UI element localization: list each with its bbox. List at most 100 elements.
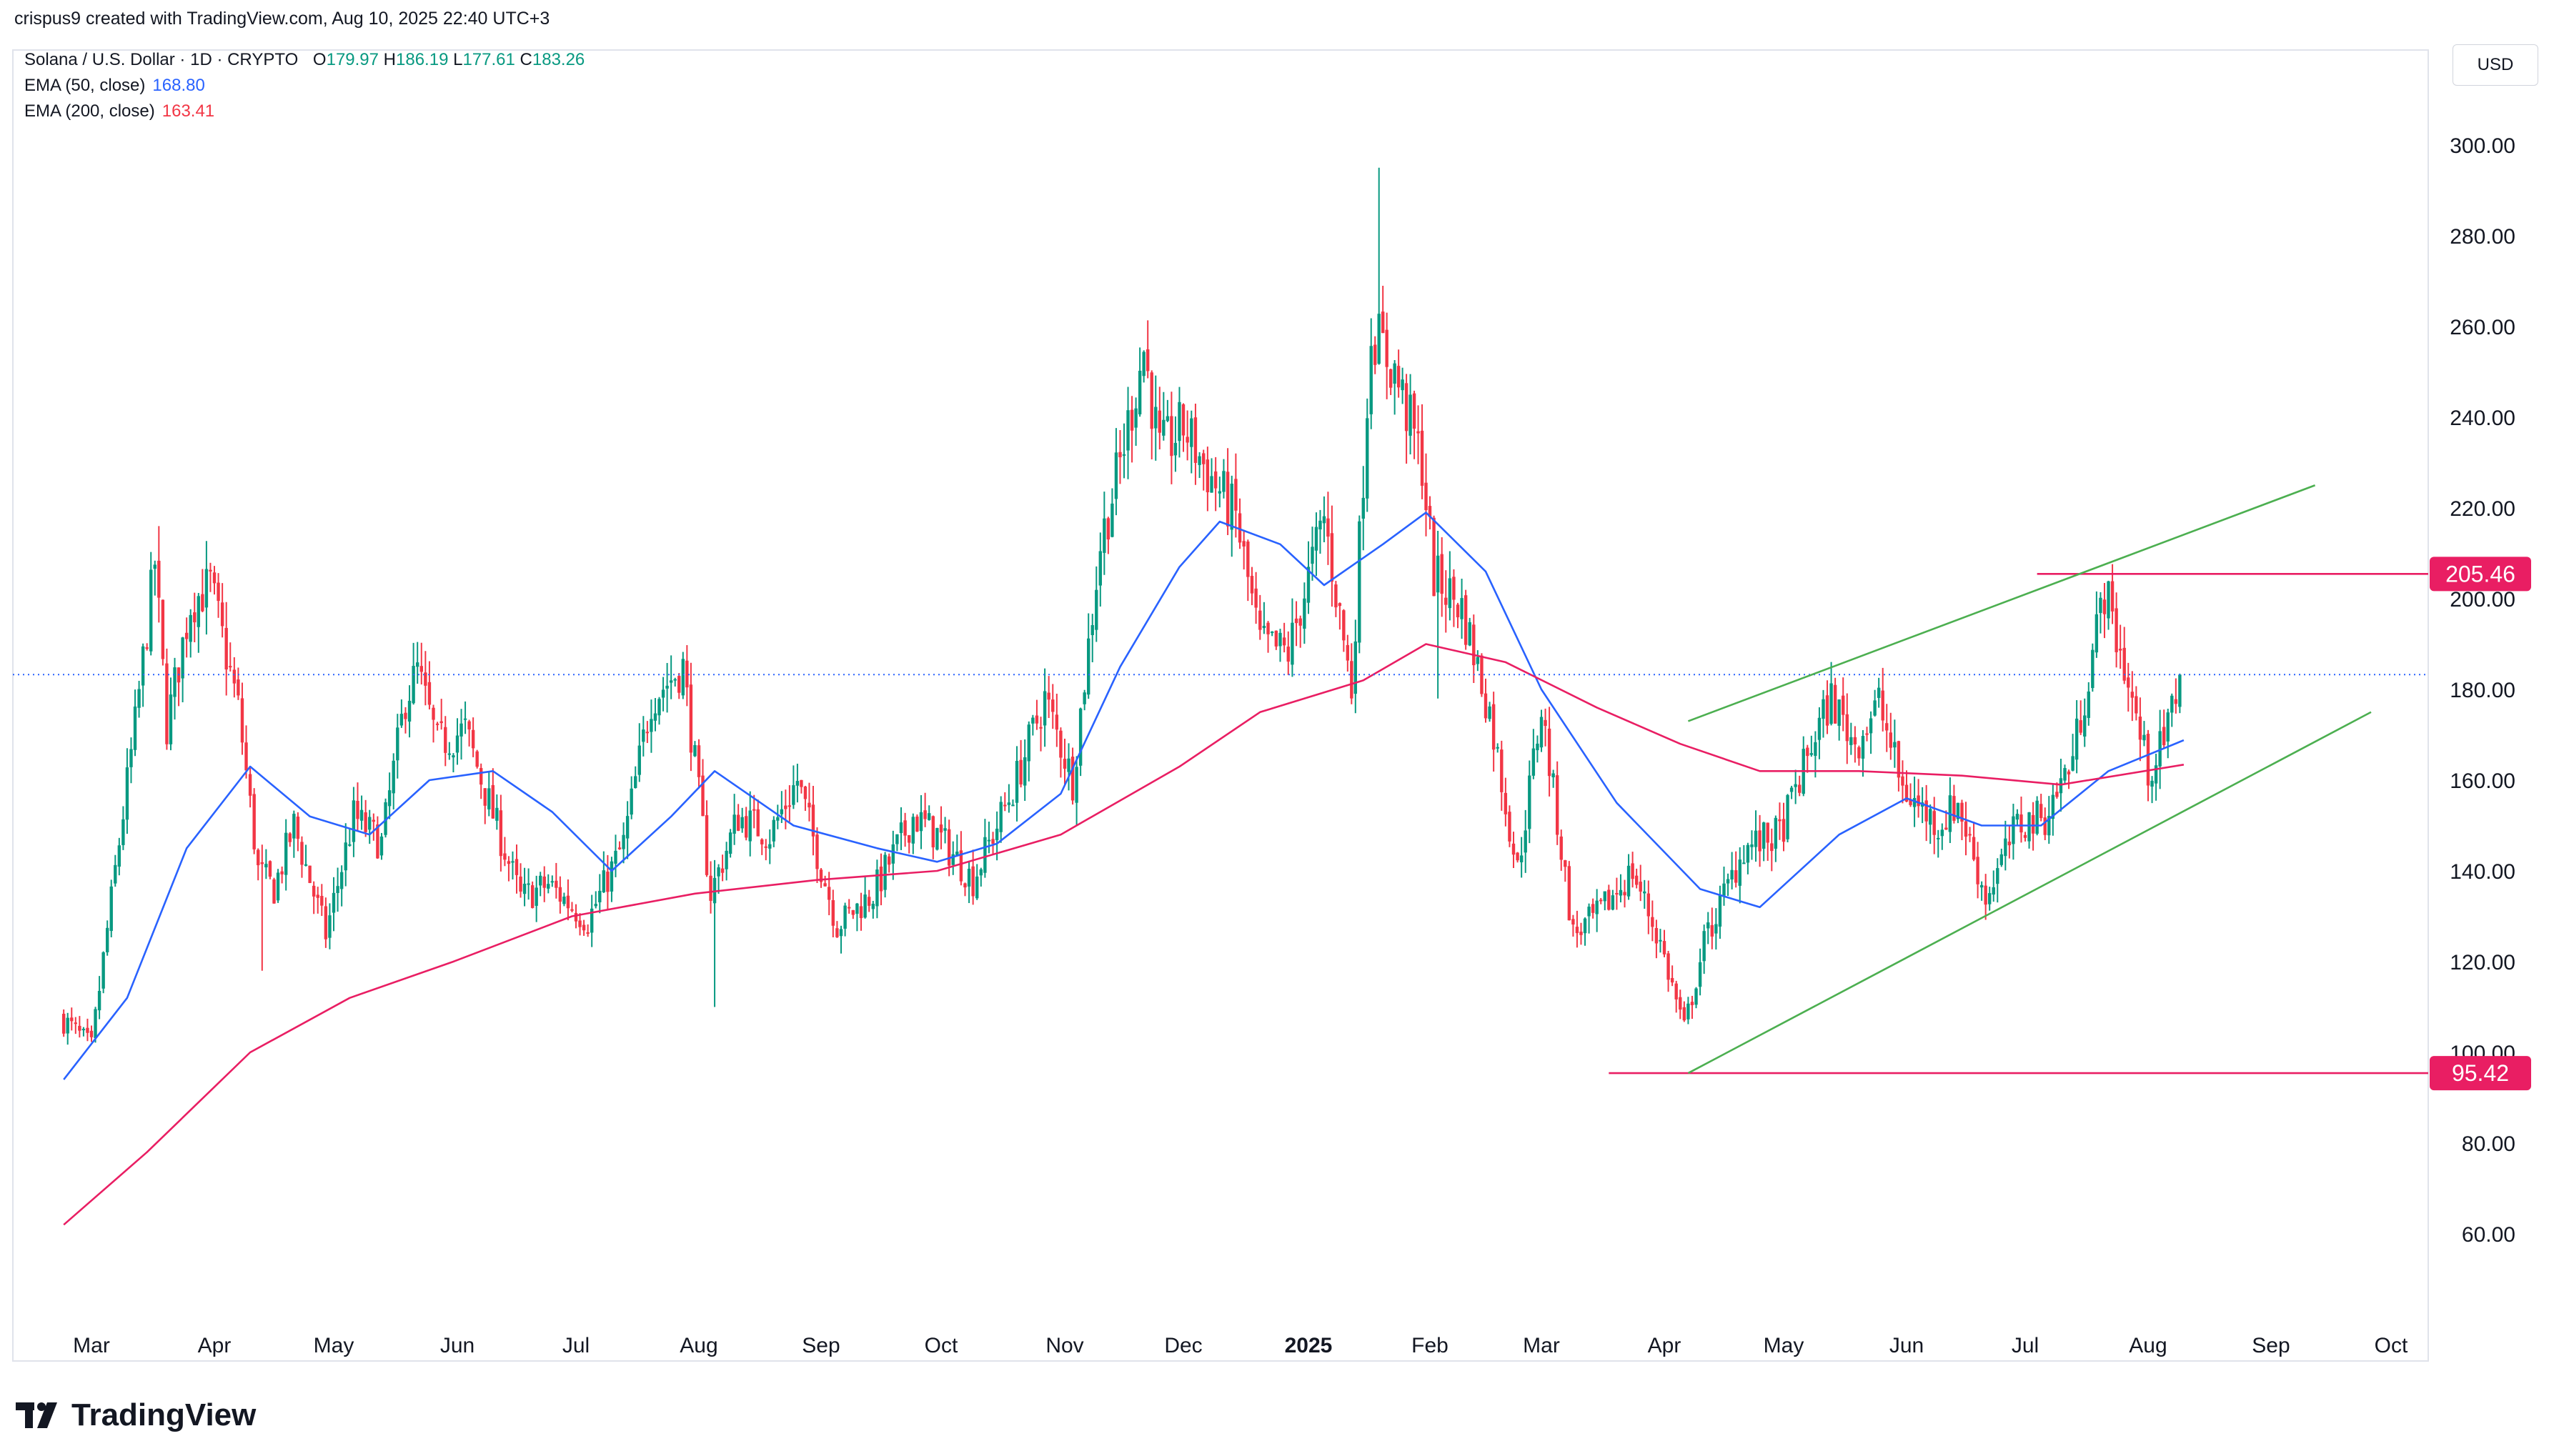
candle-down (2138, 717, 2142, 740)
candle-up (114, 864, 117, 884)
candle-down (1766, 822, 1769, 843)
x-tick-label: Oct (925, 1334, 958, 1357)
symbol-row[interactable]: Solana / U.S. Dollar · 1D · CRYPTO O179.… (24, 47, 585, 73)
x-tick-label: Jun (1889, 1334, 1924, 1357)
candle-down (1047, 692, 1050, 700)
candle-up (2004, 838, 2007, 857)
candle-down (503, 853, 507, 860)
x-tick-label: Jul (2012, 1334, 2039, 1357)
candle-up (1714, 924, 1718, 934)
candle-down (1623, 892, 1626, 896)
candle-up (1083, 692, 1086, 704)
candle-down (300, 842, 304, 865)
candle-down (1639, 882, 1642, 892)
candle-down (815, 834, 819, 869)
candle-up (717, 867, 720, 877)
candle-up (1198, 456, 1201, 465)
candle-down (947, 829, 951, 866)
candle-down (1575, 927, 1579, 934)
low-label: L (453, 50, 463, 69)
candle-up (2015, 814, 2019, 820)
candle-down (432, 707, 435, 720)
candle-up (2083, 715, 2087, 737)
candle-down (1373, 344, 1377, 365)
candle-up (133, 706, 137, 750)
candle-up (455, 735, 459, 753)
candle-down (2130, 692, 2135, 698)
candle-up (1999, 854, 2003, 865)
candle-up (967, 869, 971, 887)
candle-down (1193, 417, 1198, 463)
candle-up (1353, 641, 1358, 694)
candle-up (153, 564, 156, 569)
level-badge-label: 95.42 (2452, 1060, 2509, 1086)
ema50-row[interactable]: EMA (50, close) 168.80 (24, 73, 585, 99)
candle-down (1932, 811, 1936, 835)
candle-up (1829, 683, 1833, 724)
candle-down (1266, 622, 1270, 634)
x-tick-label: Aug (2129, 1334, 2167, 1357)
candle-down (1282, 637, 1286, 646)
candle-up (359, 809, 364, 821)
candle-down (582, 924, 586, 931)
candle-down (1968, 834, 1972, 836)
candle-up (772, 819, 776, 842)
candle-down (1917, 795, 1920, 807)
tradingview-logo-text: TradingView (71, 1397, 257, 1432)
candle-down (161, 599, 165, 659)
candle-up (2027, 812, 2031, 842)
candle-up (1173, 442, 1178, 456)
candle-up (1098, 551, 1102, 586)
currency-button[interactable]: USD (2453, 44, 2538, 86)
candle-up (384, 802, 387, 835)
candle-down (1250, 576, 1254, 594)
candle-down (617, 847, 622, 849)
candle-up (2071, 756, 2074, 771)
candle-down (1242, 541, 1246, 547)
candle-down (1456, 604, 1460, 618)
candle-down (963, 883, 967, 888)
candle-up (2170, 695, 2174, 713)
candle-up (748, 810, 752, 842)
candle-up (1306, 567, 1311, 603)
candle-up (602, 870, 606, 892)
candle-down (1825, 695, 1829, 726)
candle-down (879, 866, 883, 892)
candle-down (1206, 459, 1210, 493)
candle-up (1814, 742, 1817, 757)
candle-down (1385, 329, 1388, 367)
candle-down (1070, 757, 1075, 801)
candle-down (1944, 827, 1948, 830)
tradingview-logo[interactable]: TradingView (16, 1397, 256, 1433)
candle-up (1027, 724, 1030, 762)
candle-down (1146, 349, 1150, 372)
candle-down (1646, 893, 1651, 917)
y-tick-label: 280.00 (2450, 225, 2515, 249)
x-tick-label: Nov (1045, 1334, 1083, 1357)
candle-up (1311, 547, 1314, 564)
candle-down (444, 727, 447, 753)
candle-down (1420, 430, 1424, 486)
candle-down (61, 1013, 66, 1034)
candle-up (899, 822, 903, 834)
candle-up (1043, 691, 1047, 726)
candle-up (1849, 737, 1853, 745)
y-tick-label: 220.00 (2450, 497, 2515, 521)
attribution-text: crispus9 created with TradingView.com, A… (14, 9, 550, 29)
candle-up (1190, 418, 1193, 447)
candle-up (1270, 632, 1274, 634)
ema200-row[interactable]: EMA (200, close) 163.41 (24, 99, 585, 124)
candle-up (673, 679, 677, 681)
candle-down (244, 742, 248, 771)
candle-up (1011, 804, 1015, 807)
candle-down (1674, 983, 1678, 999)
candle-up (2158, 731, 2162, 767)
candle-down (888, 856, 891, 865)
high-value: 186.19 (396, 50, 449, 69)
candle-down (908, 834, 911, 843)
candle-down (184, 632, 189, 639)
candle-down (519, 876, 522, 892)
candle-down (1003, 804, 1007, 807)
candle-up (1706, 922, 1710, 929)
